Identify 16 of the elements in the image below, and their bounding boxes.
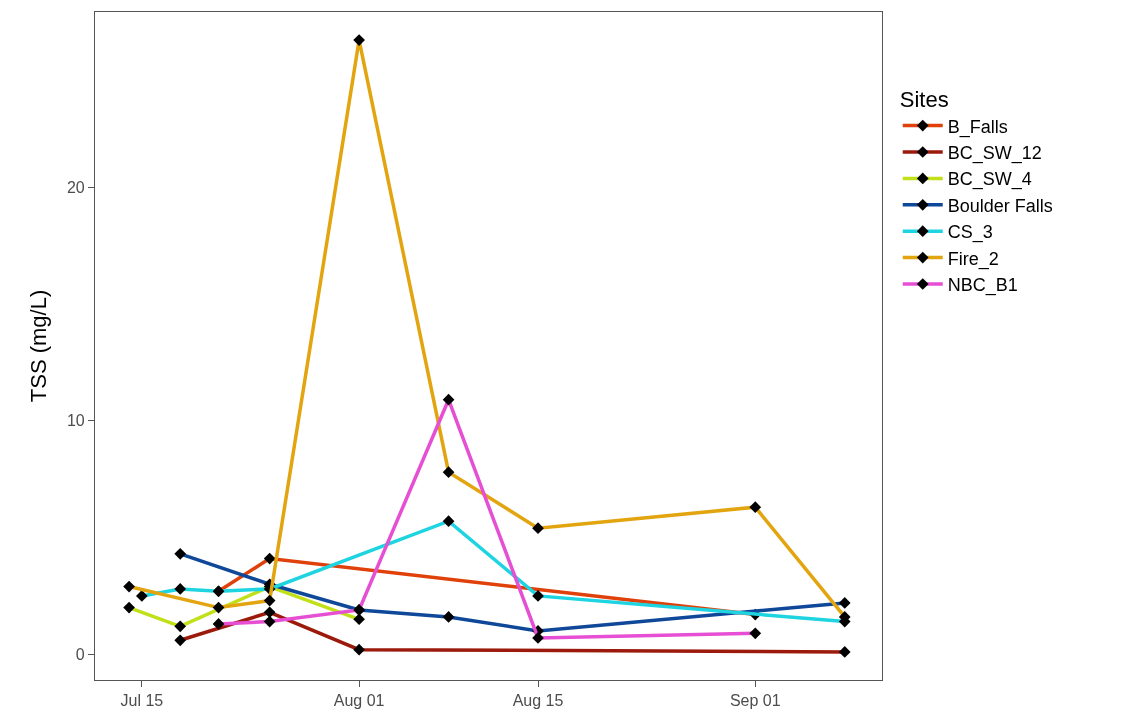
legend-label: B_Falls — [947, 116, 1008, 138]
x-tick-label: Aug 15 — [512, 692, 564, 710]
legend-label: BC_SW_4 — [947, 169, 1032, 191]
legend-label: CS_3 — [947, 222, 993, 244]
legend-label: BC_SW_12 — [947, 143, 1042, 165]
legend-label: Fire_2 — [947, 248, 999, 270]
y-tick-label: 0 — [75, 645, 85, 663]
x-tick-label: Aug 01 — [333, 692, 385, 710]
y-tick-label: 10 — [66, 412, 85, 430]
legend-label: Boulder Falls — [947, 195, 1053, 216]
y-axis-title: TSS (mg/L) — [25, 289, 51, 403]
legend-label: NBC_B1 — [947, 275, 1018, 297]
legend-title: Sites — [899, 87, 949, 113]
y-tick-label: 20 — [66, 178, 85, 196]
x-tick-label: Sep 01 — [729, 692, 781, 710]
x-tick-label: Jul 15 — [120, 692, 164, 710]
